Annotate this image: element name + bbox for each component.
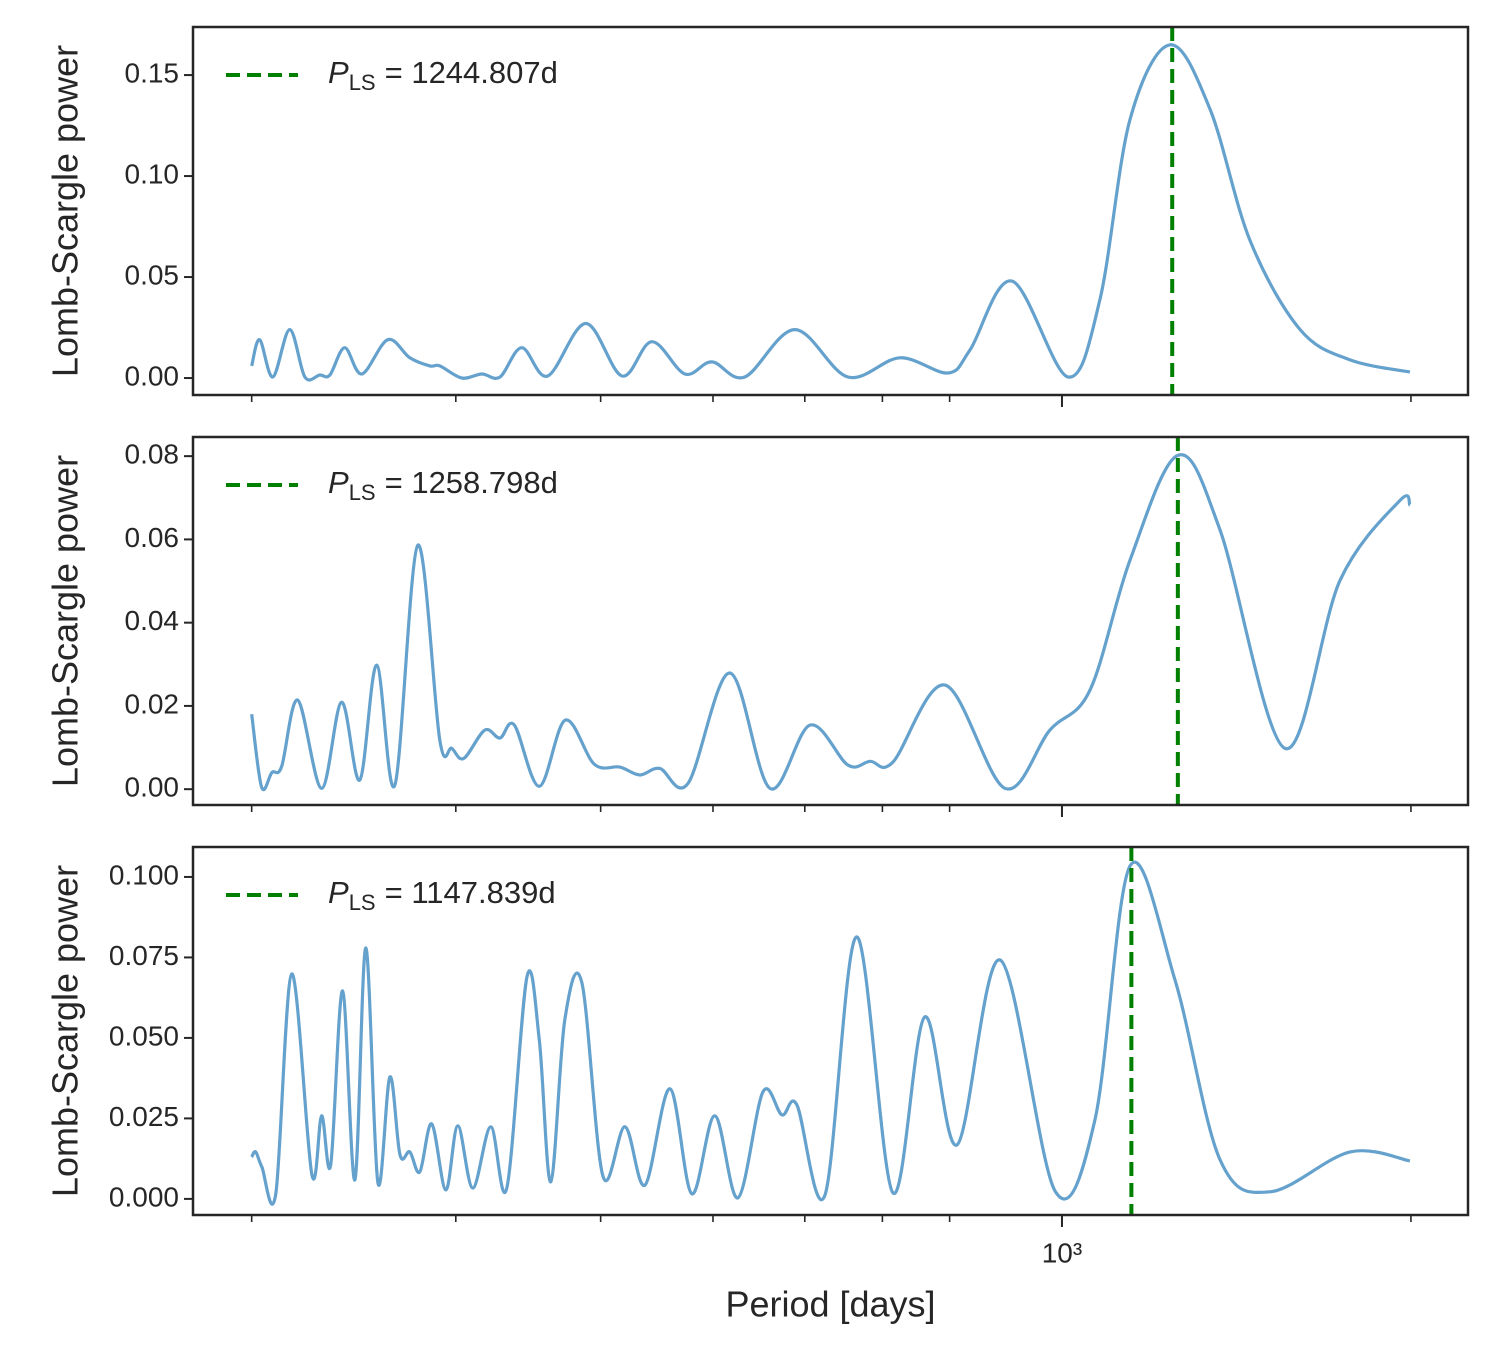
power-line (250, 43, 1411, 382)
plot-area (250, 860, 1411, 1206)
power-line (250, 860, 1411, 1206)
legend-value: = 1244.807d (385, 55, 558, 90)
legend-symbol: P (328, 465, 349, 500)
y-tick-label: 0.10 (125, 158, 180, 189)
y-tick-label: 0.075 (109, 940, 179, 971)
legend-label: PLS = 1244.807d (328, 55, 558, 95)
x-axis-label: Period [days] (725, 1284, 935, 1325)
legend-value: = 1258.798d (385, 465, 558, 500)
y-tick-label: 0.000 (109, 1181, 179, 1212)
legend-label: PLS = 1258.798d (328, 465, 558, 505)
y-tick-label: 0.06 (125, 522, 180, 553)
y-tick-label: 0.00 (125, 360, 180, 391)
legend-subscript: LS (349, 70, 376, 95)
y-tick-label: 0.04 (125, 605, 180, 636)
y-tick-label: 0.00 (125, 772, 180, 803)
legend-symbol: P (328, 875, 349, 910)
plot-area (250, 453, 1412, 792)
y-axis-label: Lomb-Scargle power (45, 455, 86, 787)
plot-area (250, 43, 1411, 382)
legend-symbol: P (328, 55, 349, 90)
power-line (250, 453, 1412, 792)
legend-subscript: LS (349, 480, 376, 505)
axes-frame (191, 25, 1470, 397)
legend-label: PLS = 1147.839d (328, 875, 556, 915)
x-tick-label: 10³ (1042, 1237, 1082, 1268)
legend-subscript: LS (349, 890, 376, 915)
axes-frame (191, 435, 1470, 807)
legend-value: = 1147.839d (385, 875, 556, 910)
y-tick-label: 0.15 (125, 57, 180, 88)
axes-frame (191, 845, 1470, 1217)
y-tick-label: 0.100 (109, 859, 179, 890)
y-tick-label: 0.05 (125, 259, 180, 290)
y-axis-label: Lomb-Scargle power (45, 865, 86, 1197)
y-tick-label: 0.02 (125, 688, 180, 719)
y-tick-label: 0.08 (125, 439, 180, 470)
y-axis-label: Lomb-Scargle power (45, 45, 86, 377)
y-tick-label: 0.050 (109, 1020, 179, 1051)
y-tick-label: 0.025 (109, 1101, 179, 1132)
